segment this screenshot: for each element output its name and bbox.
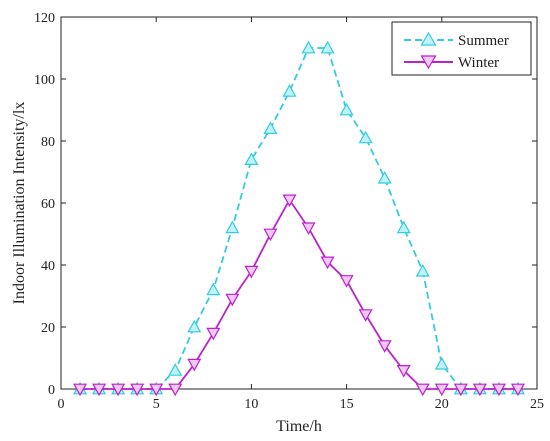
data-point-summer xyxy=(206,282,221,296)
data-point-winter xyxy=(92,383,107,397)
data-point-winter xyxy=(377,340,392,353)
data-point-summer xyxy=(358,130,373,144)
series-layer xyxy=(73,40,525,397)
x-tick-label: 5 xyxy=(153,397,160,412)
data-point-winter xyxy=(396,365,411,378)
legend-marker-winter xyxy=(420,55,437,70)
x-tick-label: 0 xyxy=(58,397,65,412)
data-point-summer xyxy=(168,363,183,376)
data-point-winter xyxy=(168,383,183,397)
legend: Summer Winter xyxy=(391,21,532,76)
data-point-summer xyxy=(339,102,354,116)
legend-label-winter: Winter xyxy=(458,55,499,71)
data-point-summer xyxy=(263,121,278,134)
y-tick-label: 100 xyxy=(34,73,55,88)
data-point-summer xyxy=(187,319,202,333)
x-axis: 0 5 10 15 20 25 xyxy=(58,17,544,412)
data-point-winter xyxy=(358,309,373,322)
data-point-summer xyxy=(320,40,335,54)
y-tick-label: 80 xyxy=(41,135,55,150)
x-tick-label: 25 xyxy=(530,397,544,412)
data-point-winter xyxy=(225,293,240,307)
data-point-winter xyxy=(339,275,354,288)
data-point-winter xyxy=(472,383,487,397)
x-tick-label: 15 xyxy=(340,397,354,412)
y-tick-label: 120 xyxy=(34,11,55,26)
legend-box xyxy=(391,21,532,76)
data-point-winter xyxy=(130,383,145,397)
data-point-winter xyxy=(510,383,525,397)
data-point-winter xyxy=(263,228,278,242)
data-point-winter xyxy=(434,383,449,397)
data-point-summer xyxy=(415,263,430,277)
data-point-winter xyxy=(301,222,316,236)
data-point-winter xyxy=(111,383,126,397)
data-point-winter xyxy=(453,383,468,397)
y-axis: 0 20 40 60 80 100 120 xyxy=(34,11,537,398)
data-point-summer xyxy=(225,220,240,234)
legend-marker-summer xyxy=(420,31,437,46)
x-axis-label: Time/h xyxy=(276,418,322,435)
data-point-summer xyxy=(282,84,297,97)
y-axis-label: Indoor Illumination Intensity/lx xyxy=(11,102,28,305)
data-point-summer xyxy=(377,170,392,184)
data-point-winter xyxy=(73,383,88,397)
data-point-winter xyxy=(320,256,335,270)
x-tick-label: 20 xyxy=(435,397,449,412)
y-tick-label: 0 xyxy=(48,383,55,398)
data-point-winter xyxy=(491,383,506,397)
data-point-winter xyxy=(149,383,164,397)
data-point-summer xyxy=(434,356,449,370)
plot-area xyxy=(60,16,538,390)
data-point-winter xyxy=(244,265,259,279)
data-point-winter xyxy=(206,327,221,341)
y-tick-label: 20 xyxy=(41,321,55,336)
data-point-winter xyxy=(415,383,430,397)
data-point-summer xyxy=(301,40,316,54)
data-point-summer xyxy=(244,152,259,165)
y-tick-label: 60 xyxy=(41,197,55,212)
data-point-winter xyxy=(282,194,297,208)
series-winter xyxy=(73,194,525,397)
data-point-winter xyxy=(187,358,202,372)
y-tick-label: 40 xyxy=(41,259,55,274)
legend-label-summer: Summer xyxy=(458,33,509,49)
data-point-summer xyxy=(396,220,411,234)
x-tick-label: 10 xyxy=(244,397,258,412)
